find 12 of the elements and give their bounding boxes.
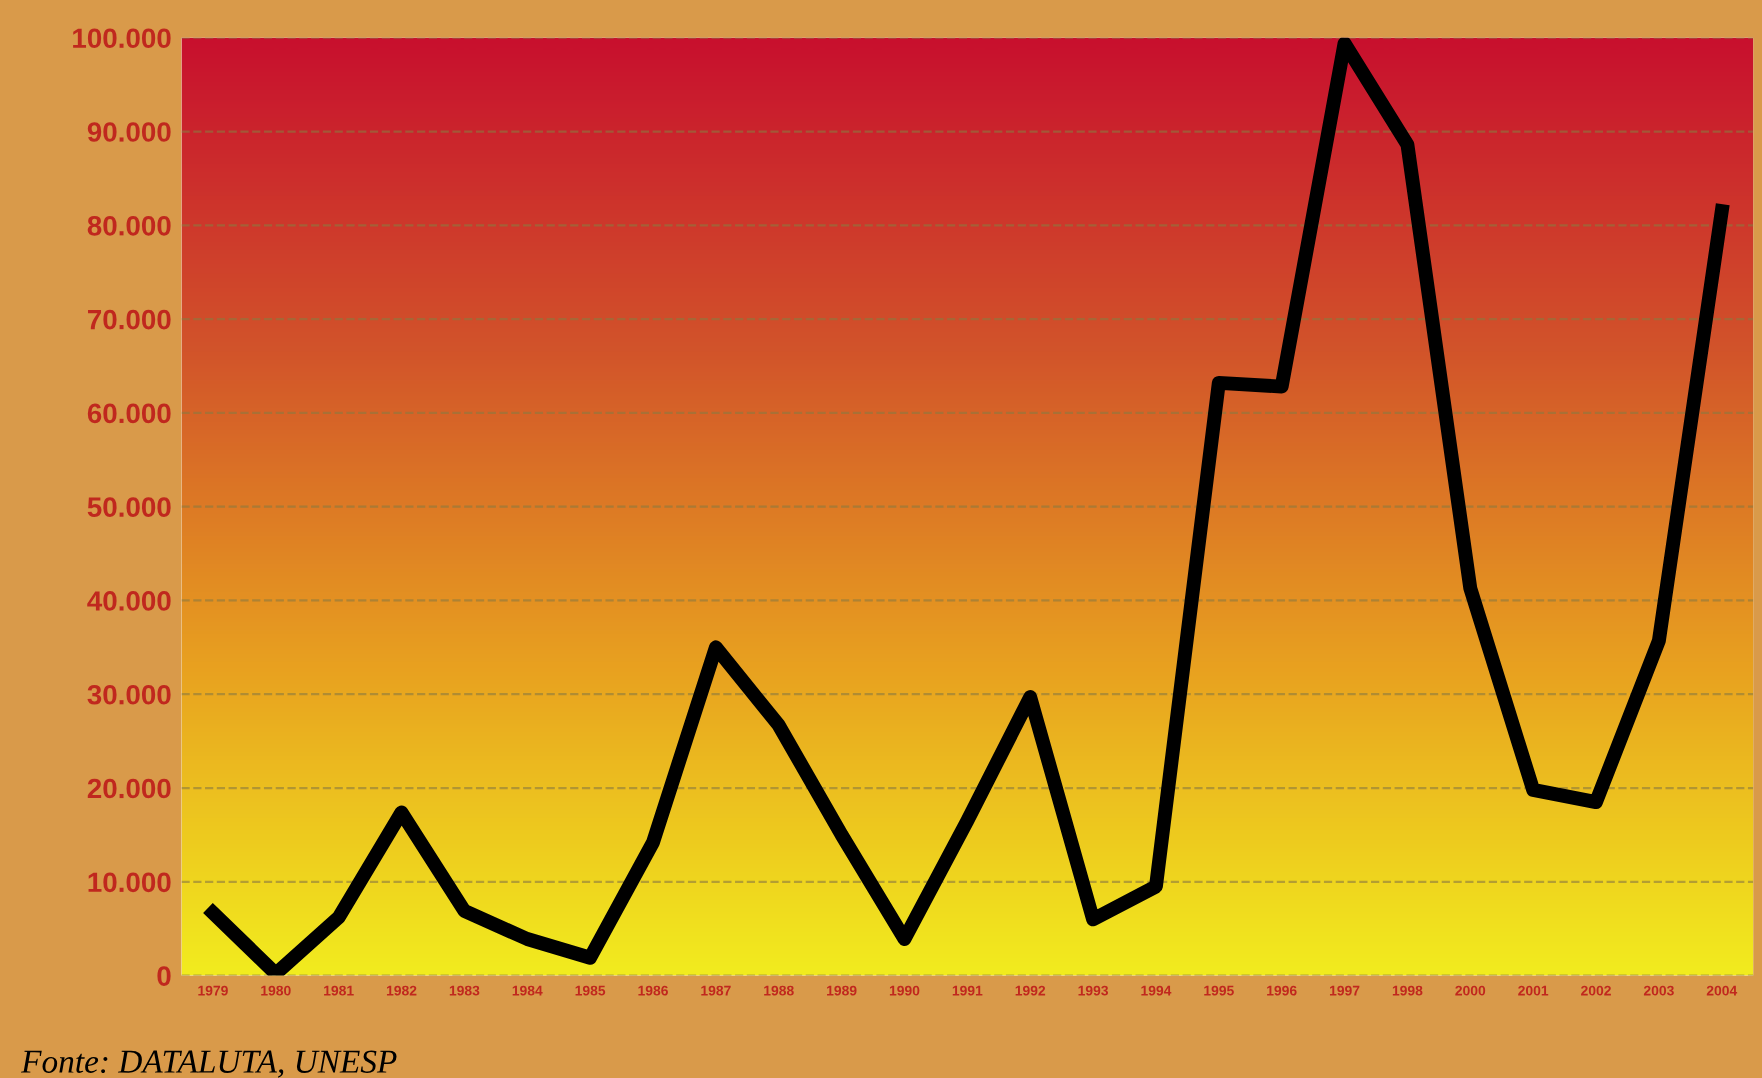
y-tick-label: 30.000 [87, 684, 171, 705]
y-tick-label: 90.000 [87, 122, 171, 142]
y-tick-label: 20.000 [87, 778, 171, 799]
y-tick-label: 10.000 [88, 872, 171, 893]
y-tick-label: 100.000 [73, 28, 171, 49]
y-tick-label: 70.000 [88, 309, 171, 330]
y-tick-label: 0 [157, 966, 171, 986]
source-note: Fonte: DATALUTA, UNESP [20, 1050, 397, 1078]
y-tick-label: 80.000 [87, 215, 171, 236]
y-tick-label: 60.000 [87, 403, 171, 424]
y-tick-label: 40.000 [87, 591, 171, 611]
y-tick-label: 50.000 [87, 497, 171, 517]
